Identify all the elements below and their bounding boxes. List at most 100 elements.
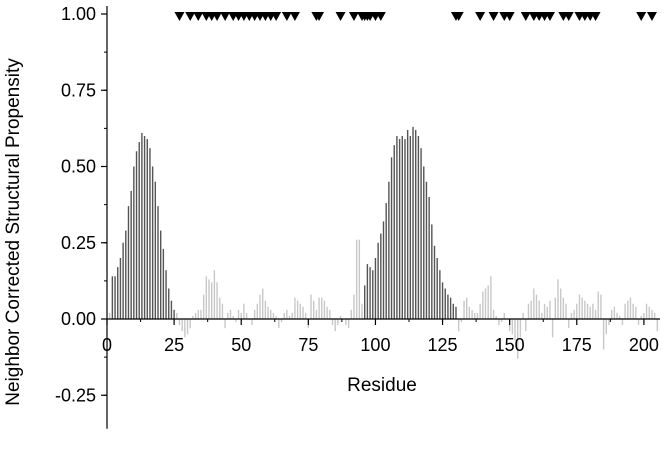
bar xyxy=(570,312,573,319)
y-tick-label: 0.00 xyxy=(61,309,96,329)
marker-triangle xyxy=(212,12,223,21)
bar xyxy=(227,312,229,319)
bar xyxy=(168,288,170,319)
bar xyxy=(508,319,511,332)
bar xyxy=(452,303,454,319)
bar xyxy=(296,300,299,319)
marker-triangle xyxy=(314,12,325,21)
bar xyxy=(345,319,347,326)
bar xyxy=(581,297,583,319)
bars-layer xyxy=(108,126,659,359)
bar xyxy=(278,319,280,329)
bar xyxy=(192,315,194,319)
marker-triangle xyxy=(544,12,555,21)
bar xyxy=(573,309,575,319)
bar xyxy=(135,151,138,319)
bar xyxy=(243,303,245,319)
bar xyxy=(280,319,283,323)
bar xyxy=(463,300,465,319)
bar xyxy=(629,297,632,319)
bar xyxy=(592,303,594,319)
bar xyxy=(441,282,444,319)
bar xyxy=(627,300,629,319)
bar xyxy=(557,279,559,319)
bar xyxy=(541,312,543,319)
marker-triangle xyxy=(281,12,292,21)
bar xyxy=(377,242,379,319)
bar xyxy=(197,309,199,319)
marker-triangle xyxy=(375,12,386,21)
bar xyxy=(237,309,240,319)
bar xyxy=(245,312,248,319)
bar xyxy=(219,297,221,319)
bar xyxy=(369,267,371,319)
bar xyxy=(165,270,167,319)
bar xyxy=(503,312,505,319)
bar xyxy=(554,297,557,319)
x-tick-label: 0 xyxy=(102,335,112,355)
bar xyxy=(361,303,363,319)
bar xyxy=(283,312,285,319)
bar xyxy=(323,300,326,319)
bar xyxy=(490,276,492,319)
bar xyxy=(119,258,122,319)
marker-triangle xyxy=(335,12,346,21)
bar xyxy=(186,319,189,335)
bar xyxy=(326,306,328,319)
bar xyxy=(549,300,551,319)
bar xyxy=(613,306,616,319)
bar xyxy=(586,303,589,319)
bar xyxy=(286,309,288,319)
marker-triangle xyxy=(185,12,196,21)
x-tick-label: 100 xyxy=(360,335,390,355)
bar xyxy=(200,309,202,319)
marker-triangle xyxy=(646,12,657,21)
bar xyxy=(637,319,640,326)
marker-triangle xyxy=(289,12,300,21)
bar xyxy=(500,319,503,323)
bar xyxy=(635,306,637,319)
bar xyxy=(449,297,452,319)
marker-triangle xyxy=(590,12,601,21)
x-tick-label: 50 xyxy=(231,335,251,355)
bar xyxy=(170,300,173,319)
bar xyxy=(551,319,554,338)
bar xyxy=(202,294,205,319)
bar xyxy=(130,190,132,319)
bar xyxy=(353,294,355,319)
bar xyxy=(559,288,562,319)
bar xyxy=(366,264,369,319)
bar xyxy=(396,136,398,319)
bar xyxy=(299,303,301,319)
bar xyxy=(546,306,548,319)
marker-triangle xyxy=(174,12,185,21)
bar xyxy=(358,239,361,319)
bar xyxy=(616,312,618,319)
bar xyxy=(514,319,516,341)
bar xyxy=(224,319,226,329)
bar xyxy=(653,312,656,319)
bar xyxy=(431,224,433,319)
bar xyxy=(162,248,165,319)
y-tick-label: -0.25 xyxy=(55,385,96,405)
markers-layer xyxy=(174,12,657,21)
bar xyxy=(645,303,648,319)
bar xyxy=(511,319,514,335)
bar xyxy=(176,312,178,319)
bar xyxy=(304,312,307,319)
bar xyxy=(656,319,659,332)
x-tick-label: 75 xyxy=(298,335,318,355)
bar xyxy=(404,139,406,319)
marker-triangle xyxy=(348,12,359,21)
bar xyxy=(533,288,535,319)
bar xyxy=(151,166,154,319)
bar xyxy=(313,300,315,319)
bar xyxy=(417,136,420,319)
bar xyxy=(468,306,471,319)
bar xyxy=(318,297,320,319)
bar xyxy=(398,139,401,319)
y-tick-label: 0.50 xyxy=(61,157,96,177)
bar xyxy=(406,129,409,319)
y-tick-label: 1.00 xyxy=(61,4,96,24)
bar xyxy=(388,181,390,319)
